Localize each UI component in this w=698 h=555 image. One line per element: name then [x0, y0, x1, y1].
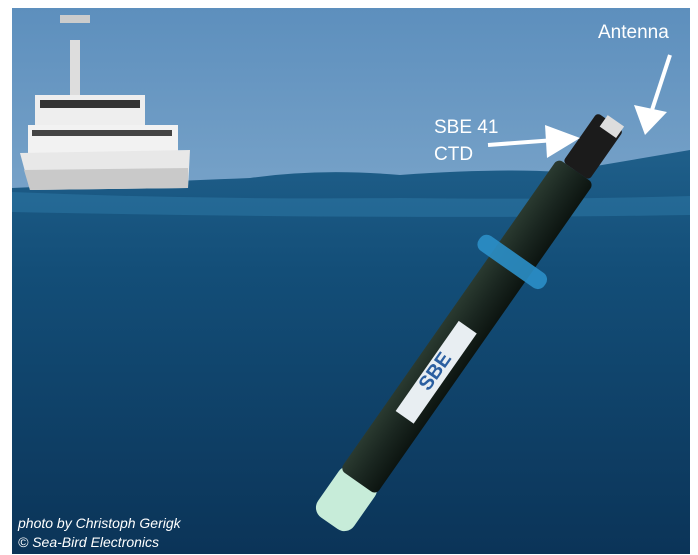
- ship: [20, 15, 190, 190]
- antenna-arrow: [634, 54, 672, 135]
- ctd-label: CTD: [434, 144, 473, 165]
- ctd-label: SBE 41: [434, 117, 498, 138]
- waterline: [12, 192, 690, 217]
- credit: photo by Christoph Gerigk: [17, 515, 182, 531]
- float: SBE: [315, 114, 625, 532]
- antenna-label: Antenna: [598, 22, 669, 43]
- ctd-arrow: [487, 125, 580, 158]
- credit: © Sea-Bird Electronics: [18, 534, 159, 550]
